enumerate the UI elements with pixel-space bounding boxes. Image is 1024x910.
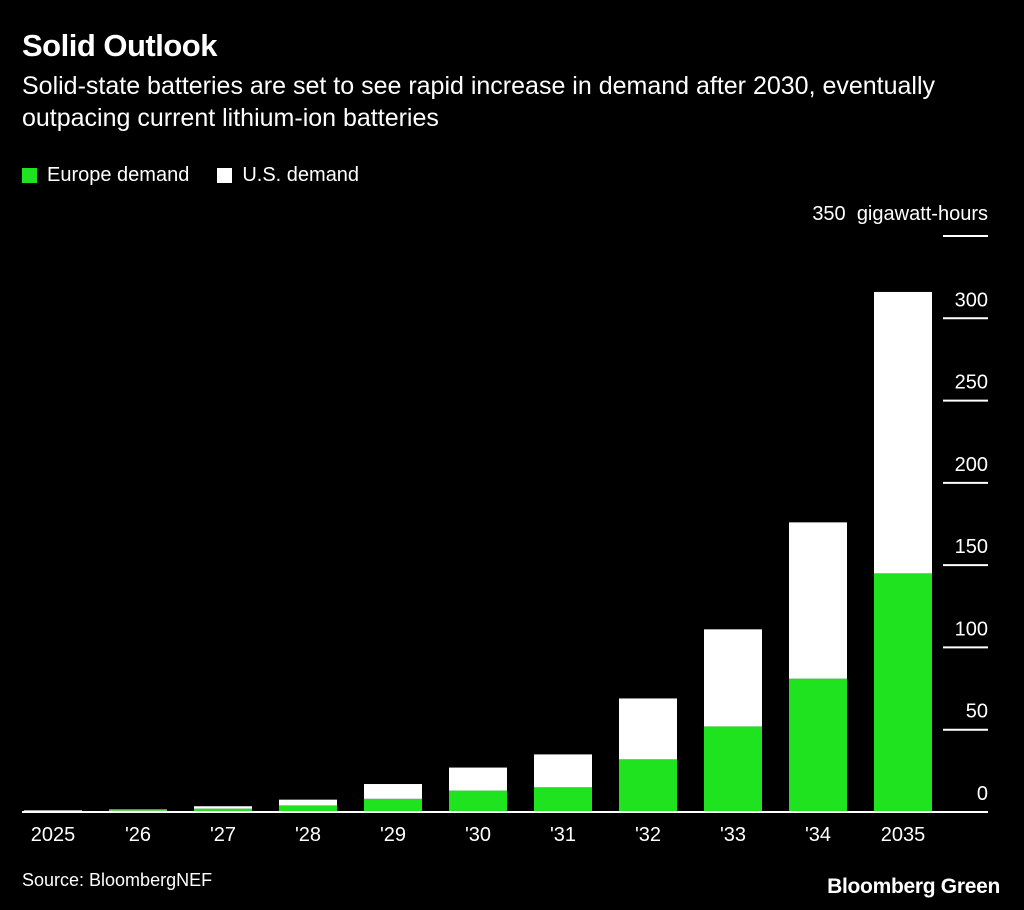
legend-item-us: U.S. demand <box>217 164 359 187</box>
y-tick-label: 250 <box>955 372 988 394</box>
x-tick-label: '29 <box>380 824 406 846</box>
y-axis-unit-label: 350 gigawatt-hours <box>812 203 988 226</box>
x-tick-label: 2035 <box>881 824 926 846</box>
x-tick-label: '27 <box>210 824 236 846</box>
x-tick-label: '33 <box>720 824 746 846</box>
legend: Europe demand U.S. demand <box>22 164 359 187</box>
bar-us <box>279 799 337 806</box>
y-tick-label: 150 <box>955 536 988 558</box>
y-tick-label: 0 <box>977 783 988 805</box>
y-tick-label: 50 <box>966 701 988 723</box>
bar-europe <box>449 790 507 812</box>
x-tick-label: '34 <box>805 824 831 846</box>
y-tick-label: 300 <box>955 289 988 311</box>
bar-europe <box>704 726 762 812</box>
bar-us <box>109 809 167 811</box>
bar-us <box>704 629 762 727</box>
source-note: Source: BloombergNEF <box>22 870 213 890</box>
x-tick-label: '28 <box>295 824 321 846</box>
bar-us <box>364 784 422 799</box>
bar-europe <box>279 805 337 812</box>
legend-label-europe: Europe demand <box>47 164 190 186</box>
bar-us <box>24 810 82 812</box>
bar-europe <box>364 798 422 812</box>
x-tick-label: '30 <box>465 824 491 846</box>
bar-us <box>789 522 847 679</box>
bar-us <box>194 806 252 809</box>
bar-europe <box>789 678 847 812</box>
bar-europe <box>874 573 932 812</box>
y-tick-label: 100 <box>955 618 988 640</box>
bar-europe <box>194 808 252 812</box>
brand-logo: Bloomberg Green <box>827 875 1000 898</box>
y-tick-label: 200 <box>955 454 988 476</box>
y-axis-unit: gigawatt-hours <box>856 203 988 225</box>
legend-item-europe: Europe demand <box>22 164 189 187</box>
x-tick-label: '31 <box>550 824 576 846</box>
legend-swatch-us <box>217 168 233 183</box>
bar-europe <box>619 759 677 812</box>
bar-us <box>534 754 592 788</box>
bar-us <box>449 767 507 791</box>
chart-subtitle: Solid-state batteries are set to see rap… <box>22 72 936 132</box>
x-tick-label: '32 <box>635 824 661 846</box>
legend-label-us: U.S. demand <box>242 164 360 186</box>
chart-title: Solid Outlook <box>22 28 218 63</box>
x-tick-label: '26 <box>125 824 151 846</box>
legend-swatch-europe <box>22 168 37 183</box>
bar-us <box>874 291 932 574</box>
bar-europe <box>534 787 592 812</box>
x-tick-label: 2025 <box>31 824 76 846</box>
y-tick-label-top: 350 <box>812 203 846 225</box>
bar-us <box>619 698 677 760</box>
